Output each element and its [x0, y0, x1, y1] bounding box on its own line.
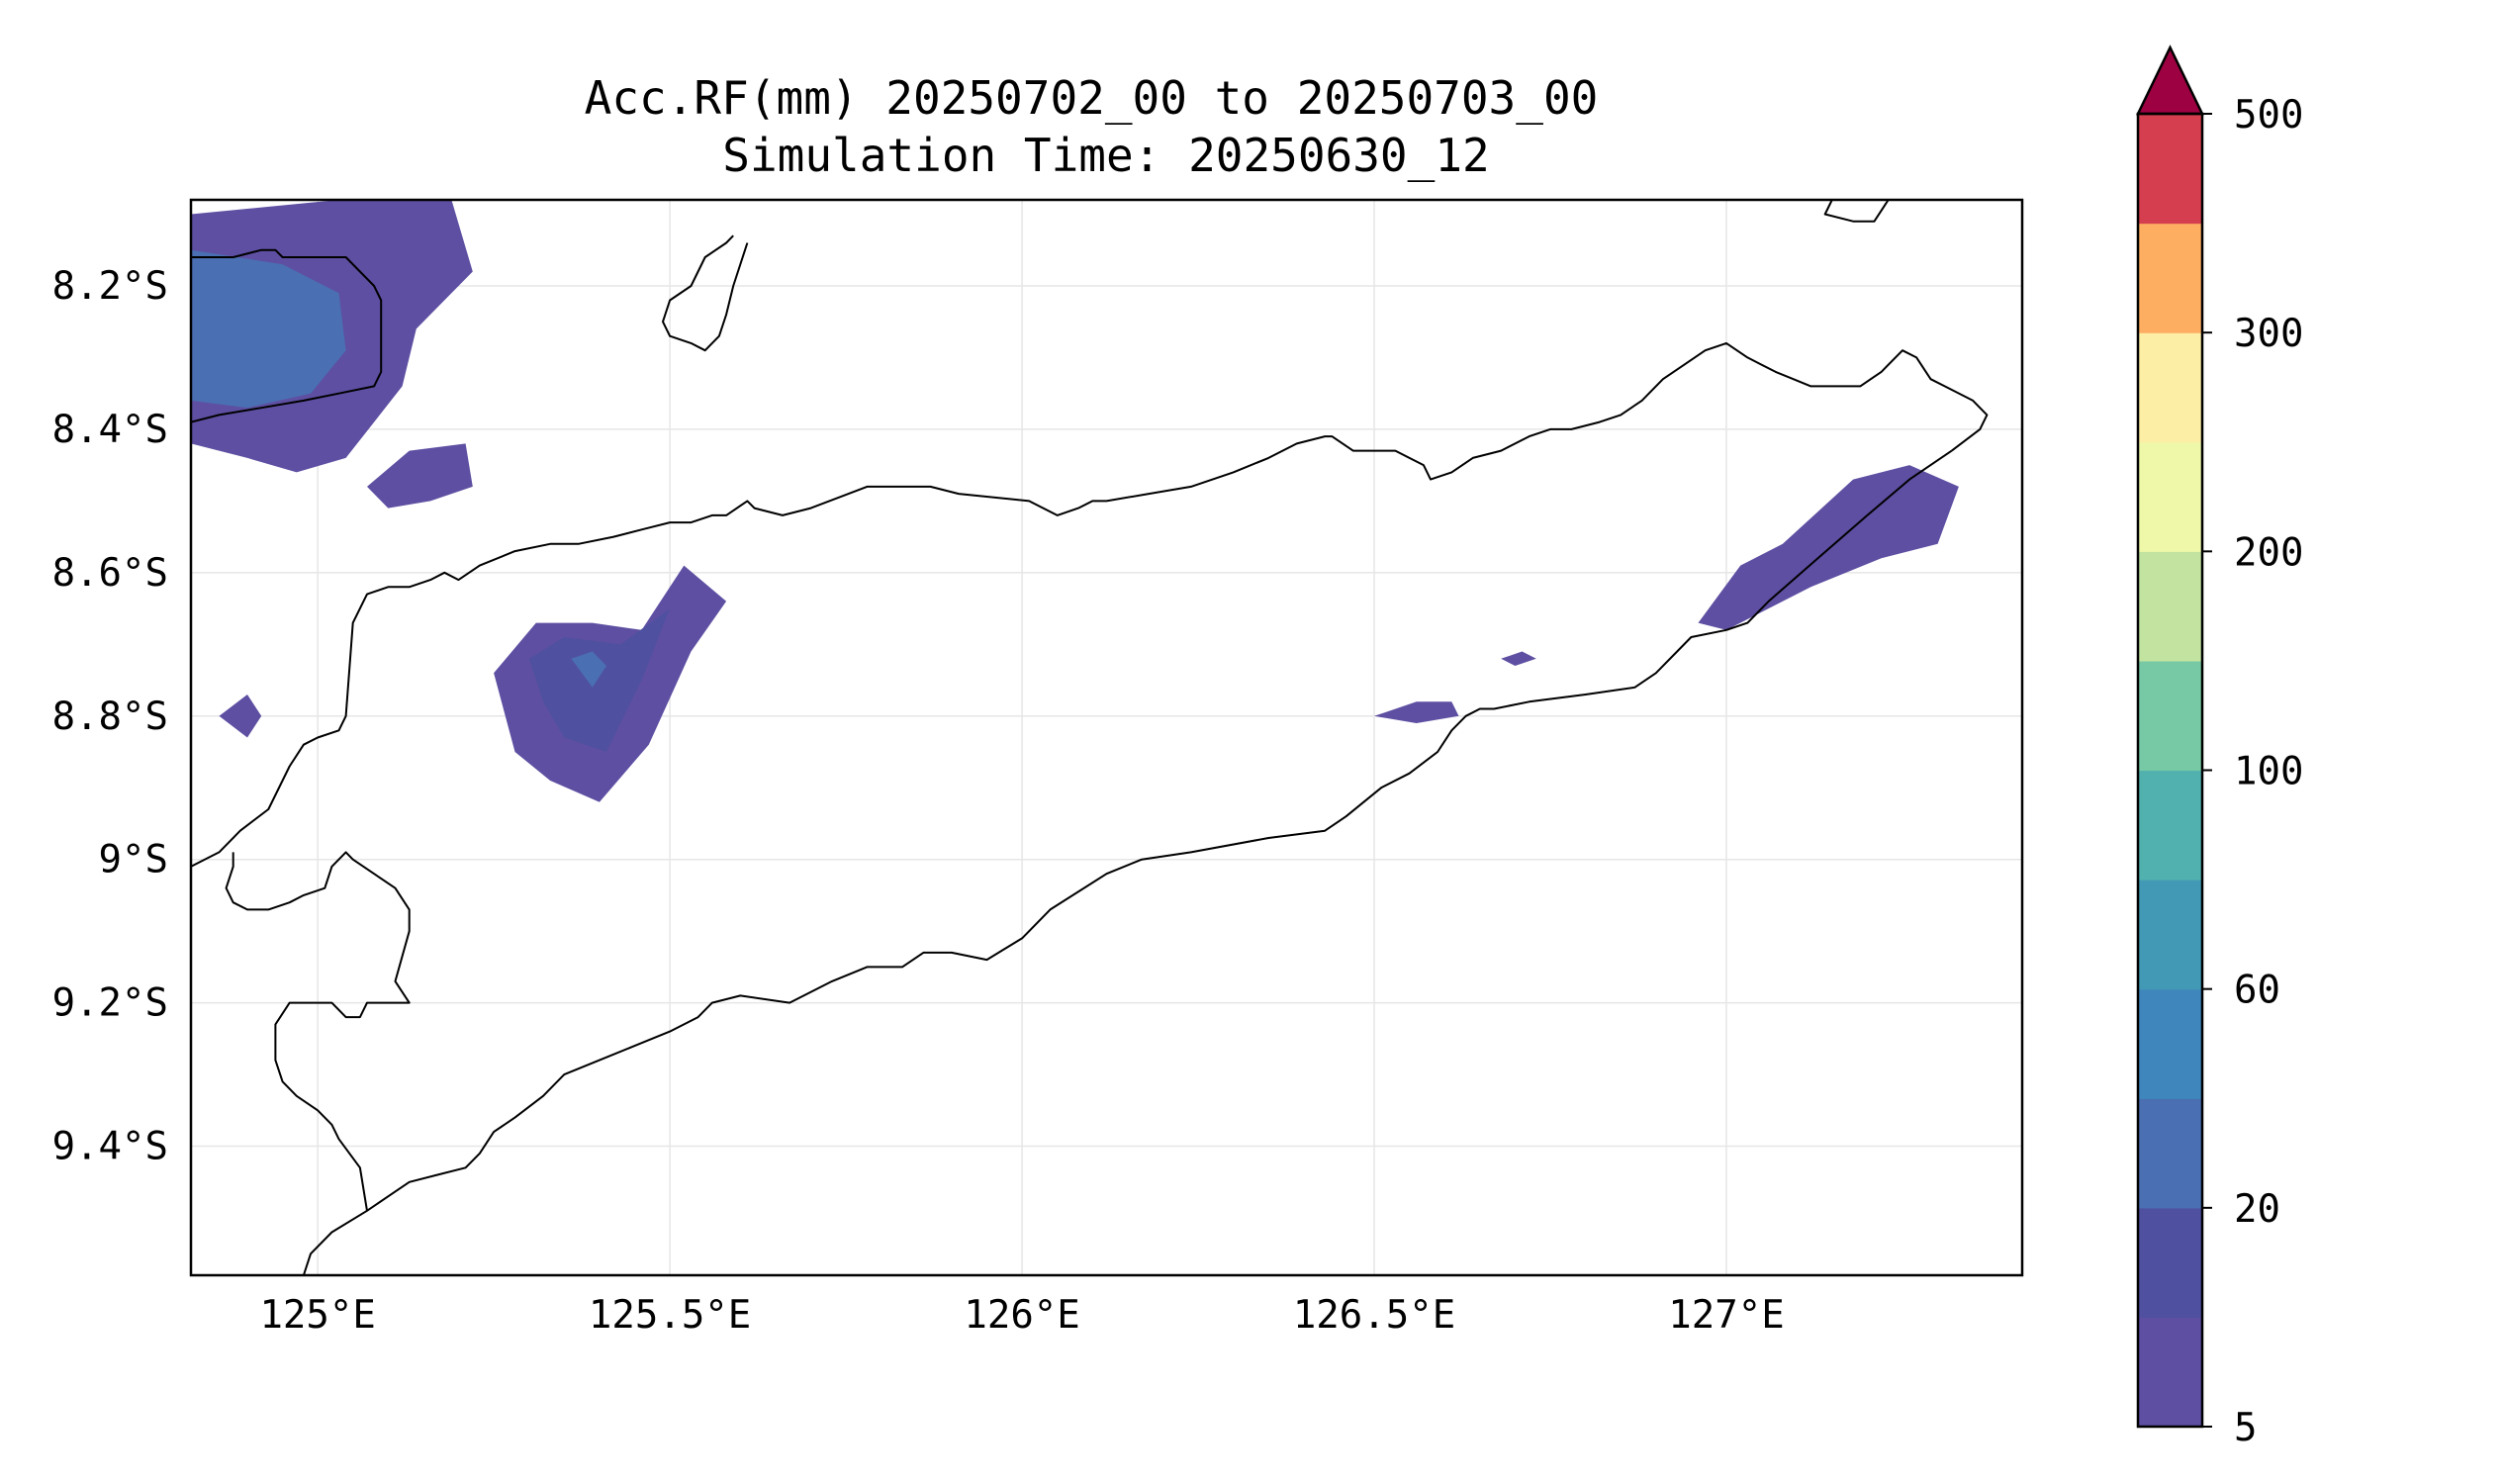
colorbar-tick-label-5: 300: [2234, 312, 2303, 356]
title-line-1: Acc.RF(mm) 20250702_00 to 20250703_00: [585, 71, 1599, 125]
timor-north-coast: [191, 341, 1989, 868]
colorbar-band-8: [2138, 441, 2202, 552]
colorbar-band-5: [2138, 770, 2202, 881]
rainfall-contours: [191, 200, 1959, 802]
lat-tick-label-6: 9.4°S: [52, 1125, 168, 1169]
lat-tick-label-1: 8.4°S: [52, 408, 168, 452]
colorbar-tick-label-4: 200: [2234, 530, 2303, 575]
colorbar-tick-label-2: 60: [2234, 969, 2280, 1013]
colorbar-band-1: [2138, 1207, 2202, 1319]
rain-area-northwest-core: [191, 249, 346, 409]
lat-tick-label-5: 9.2°S: [52, 981, 168, 1026]
alor-island-coast: [191, 248, 383, 423]
lat-tick-label-4: 9°S: [99, 838, 168, 882]
colorbar-band-2: [2138, 1098, 2202, 1209]
lon-tick-label-1: 125.5°E: [589, 1293, 751, 1338]
rain-area-east-small-1: [1374, 701, 1459, 723]
rain-area-small-north: [367, 443, 473, 509]
lat-tick-label-2: 8.6°S: [52, 551, 168, 596]
rain-area-central-core: [528, 608, 671, 752]
colorbar-band-11: [2138, 114, 2202, 225]
colorbar-band-4: [2138, 880, 2202, 990]
lon-tick-label-2: 126°E: [964, 1293, 1079, 1338]
lon-tick-label-4: 127°E: [1668, 1293, 1784, 1338]
colorbar-band-3: [2138, 988, 2202, 1099]
map-gridlines: [191, 200, 2022, 1275]
colorbar-tick-label-6: 500: [2234, 93, 2303, 138]
colorbar-extend-arrow: [2136, 45, 2204, 116]
colorbar-band-9: [2138, 332, 2202, 443]
longitude-ticks: 125°E 125.5°E 126°E 126.5°E 127°E: [259, 1293, 1784, 1338]
lat-tick-label-0: 8.2°S: [52, 264, 168, 309]
latitude-ticks: 8.2°S 8.4°S 8.6°S 8.8°S 9°S 9.2°S 9.4°S: [52, 264, 168, 1169]
wetar-island-coast: [1823, 200, 1890, 223]
atauro-island-coast: [662, 234, 749, 352]
colorbar-tick-label-1: 20: [2234, 1187, 2280, 1232]
colorbar-band-0: [2138, 1317, 2202, 1428]
colorbar-band-7: [2138, 551, 2202, 662]
lon-tick-label-0: 125°E: [259, 1293, 375, 1338]
rain-area-east-small-2: [1501, 651, 1536, 666]
rain-area-east: [1698, 465, 1959, 630]
colorbar-tick-label-3: 100: [2234, 750, 2303, 794]
colorbar-band-10: [2138, 223, 2202, 333]
west-timor-border: [225, 851, 411, 1211]
coastlines: [191, 200, 1989, 1275]
lon-tick-label-3: 126.5°E: [1293, 1293, 1455, 1338]
timor-south-coast: [302, 449, 1953, 1275]
colorbar: 5 20 60 100 200 300 500: [2136, 45, 2303, 1450]
rain-area-central-spot: [571, 651, 606, 688]
lat-tick-label-3: 8.8°S: [52, 695, 168, 739]
map-frame: [189, 198, 2024, 1277]
colorbar-band-6: [2138, 660, 2202, 772]
rain-area-west-dot: [219, 695, 262, 738]
colorbar-tick-label-0: 5: [2234, 1406, 2257, 1450]
title-line-2: Simulation Time: 20250630_12: [722, 129, 1489, 182]
